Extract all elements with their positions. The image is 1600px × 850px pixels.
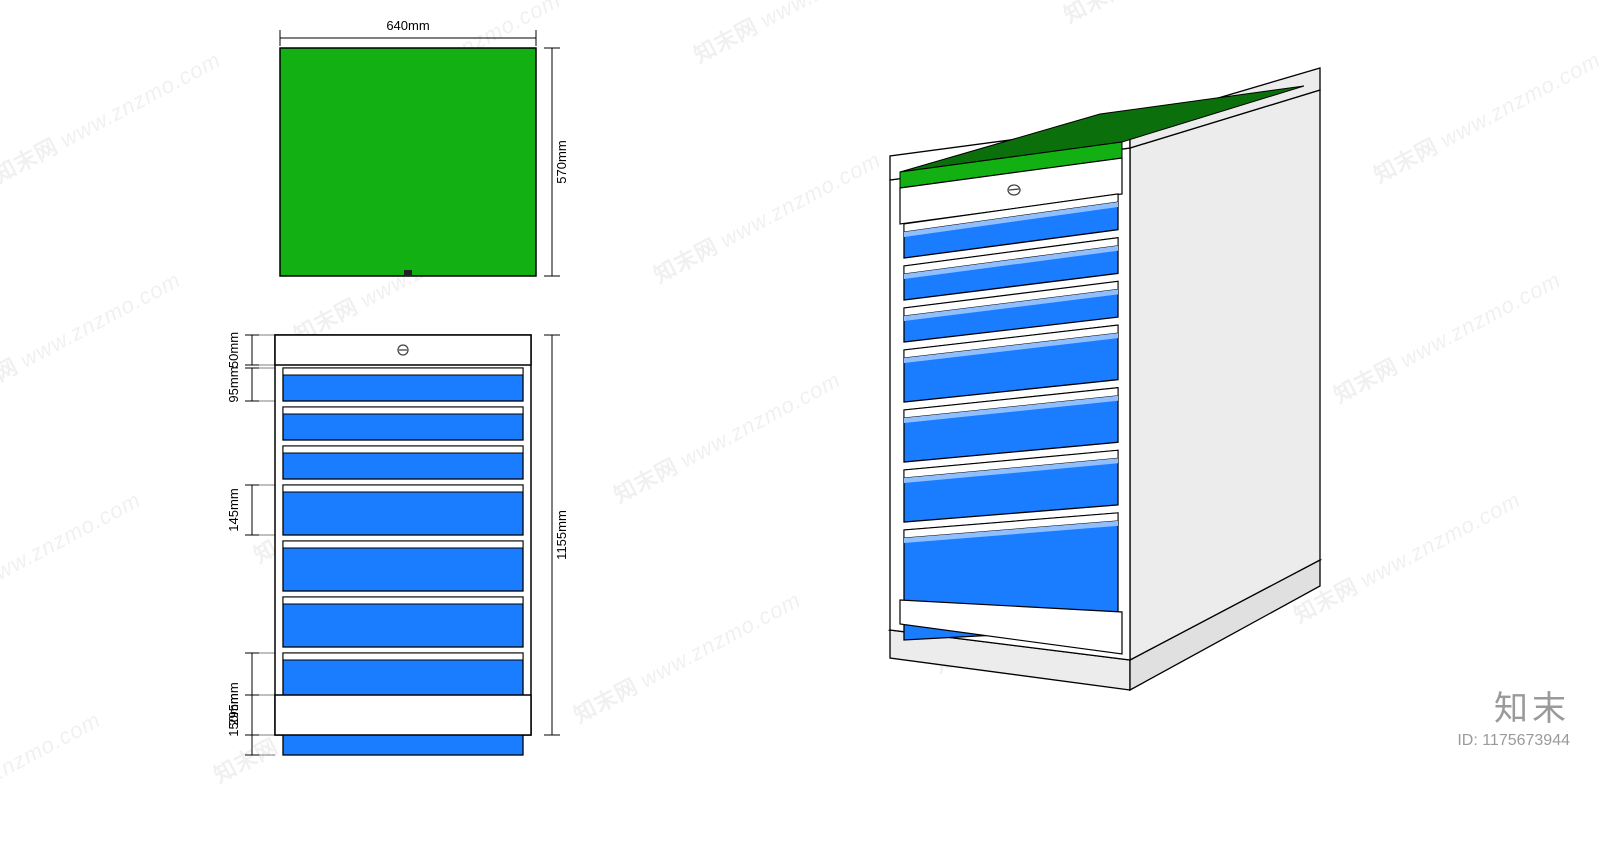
dim-depth-label: 570mm: [554, 140, 569, 183]
dim-left: 145mm: [226, 485, 275, 535]
drawer-handle: [283, 597, 523, 604]
dim-left-label: 95mm: [226, 366, 241, 402]
diagram-stage: 知末网www.znzmo.com 知末网www.znzmo.com 知末网www.z…: [0, 0, 1600, 768]
dim-left-label: 50mm: [226, 332, 241, 368]
dim-left: 50mm: [226, 332, 275, 368]
dim-width: 640mm: [280, 18, 536, 46]
top-plate: [280, 48, 536, 276]
front-view: 1155mm 50mm95mm145mm295mm150mm: [180, 325, 640, 765]
iso-body-side: [1130, 90, 1320, 660]
watermark: 知末网www.znzmo.com: [0, 42, 226, 189]
perspective-view: [800, 60, 1360, 700]
drawer-handle: [283, 368, 523, 375]
top-view: 640mm 570mm: [210, 12, 630, 312]
footer-brand: 知末 ID: 1175673944: [1457, 681, 1570, 750]
dim-left: 95mm: [226, 366, 275, 402]
dim-left-label: 145mm: [226, 488, 241, 531]
dim-left: 150mm: [226, 693, 275, 736]
dim-left-label: 150mm: [226, 693, 241, 736]
watermark: 知末网www.znzmo.com: [1057, 0, 1295, 30]
footer-brand-id: ID: 1175673944: [1457, 732, 1570, 750]
watermark: 知末网www.znzmo.com: [1327, 262, 1565, 409]
dim-width-label: 640mm: [386, 18, 429, 33]
dims-left: 50mm95mm145mm295mm150mm: [226, 332, 275, 755]
watermark: 知末网www.znzmo.com: [0, 482, 146, 629]
dim-height-label: 1155mm: [554, 510, 569, 560]
dim-depth: 570mm: [544, 48, 569, 276]
top-lock-detail: [404, 270, 412, 276]
watermark: 知末网www.znzmo.com: [0, 702, 106, 849]
watermark: 知末网www.znzmo.com: [1367, 42, 1600, 189]
drawer-handle: [283, 485, 523, 492]
drawer-handle: [283, 446, 523, 453]
drawer-handle: [283, 541, 523, 548]
watermark: 知末网www.znzmo.com: [0, 262, 186, 409]
footer-brand-cn: 知末: [1457, 681, 1570, 730]
cabinet-base: [275, 695, 531, 735]
drawer-handle: [283, 653, 523, 660]
dim-height-overall: 1155mm: [544, 335, 569, 735]
drawer-handle: [283, 407, 523, 414]
